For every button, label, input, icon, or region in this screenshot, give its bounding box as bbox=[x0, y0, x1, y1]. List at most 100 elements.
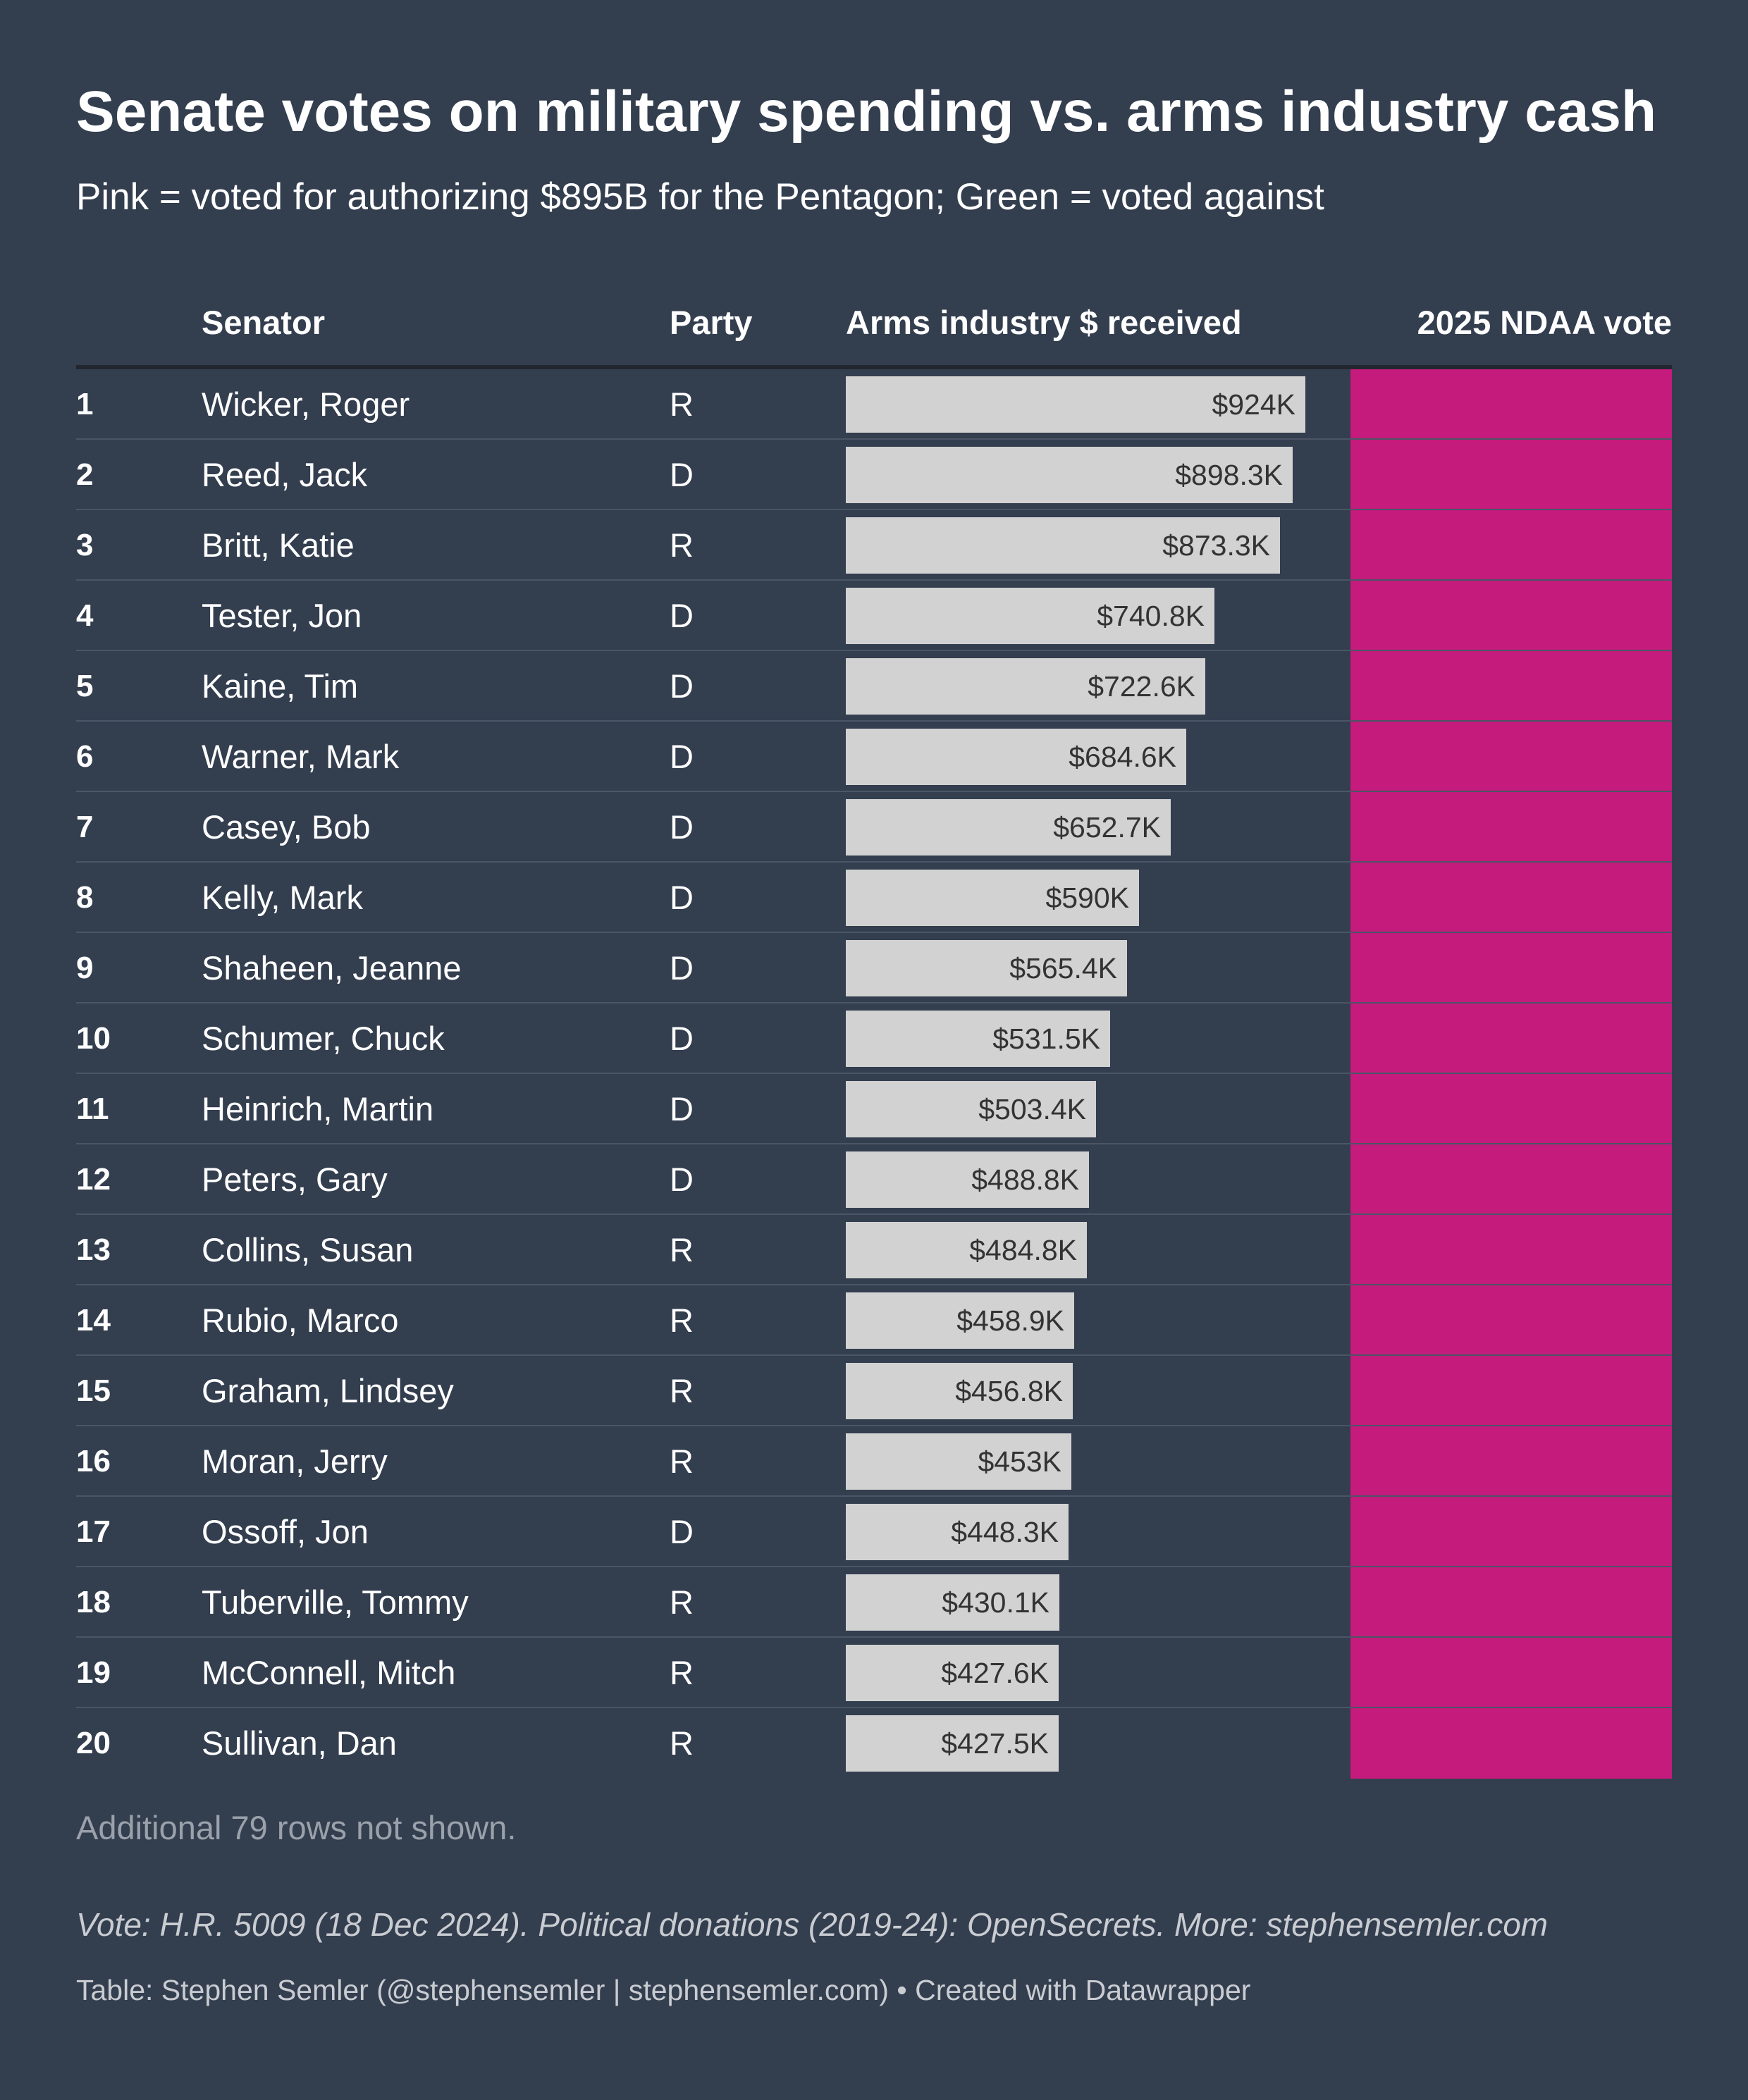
row-divider bbox=[76, 579, 1672, 581]
amount-bar: $484.8K bbox=[846, 1222, 1087, 1278]
ndaa-vote-cell bbox=[1350, 1285, 1672, 1356]
ndaa-vote-cell bbox=[1350, 863, 1672, 933]
row-divider bbox=[76, 650, 1672, 651]
row-rank: 18 bbox=[76, 1585, 111, 1619]
row-divider bbox=[76, 509, 1672, 510]
table-row: 4 Tester, Jon D $740.8K bbox=[76, 581, 1672, 651]
amount-label: $873.3K bbox=[1162, 529, 1270, 562]
ndaa-vote-cell bbox=[1350, 369, 1672, 440]
row-divider bbox=[76, 1002, 1672, 1003]
amount-bar: $427.5K bbox=[846, 1715, 1059, 1772]
senator-party: D bbox=[670, 1513, 694, 1550]
senator-party: R bbox=[670, 1583, 694, 1621]
ndaa-vote-cell bbox=[1350, 1426, 1672, 1497]
ndaa-vote-cell bbox=[1350, 1708, 1672, 1779]
ndaa-vote-cell bbox=[1350, 651, 1672, 722]
amount-bar: $740.8K bbox=[846, 588, 1214, 644]
senator-party: R bbox=[670, 1372, 694, 1409]
amount-bar: $590K bbox=[846, 870, 1139, 926]
table-row: 14 Rubio, Marco R $458.9K bbox=[76, 1285, 1672, 1356]
senator-party: D bbox=[670, 879, 694, 916]
ndaa-vote-cell bbox=[1350, 1074, 1672, 1144]
table-row: 12 Peters, Gary D $488.8K bbox=[76, 1144, 1672, 1215]
row-divider bbox=[76, 1425, 1672, 1426]
hidden-rows-note: Additional 79 rows not shown. bbox=[76, 1809, 517, 1846]
table-row: 3 Britt, Katie R $873.3K bbox=[76, 510, 1672, 581]
row-divider bbox=[76, 720, 1672, 722]
senator-name: Shaheen, Jeanne bbox=[202, 949, 462, 987]
amount-label: $565.4K bbox=[1009, 952, 1117, 984]
ndaa-vote-cell bbox=[1350, 1638, 1672, 1708]
amount-label: $456.8K bbox=[955, 1375, 1063, 1407]
senator-name: Ossoff, Jon bbox=[202, 1513, 369, 1550]
amount-label: $427.5K bbox=[941, 1727, 1049, 1760]
row-rank: 14 bbox=[76, 1303, 111, 1338]
amount-bar: $924K bbox=[846, 376, 1305, 433]
column-header-party[interactable]: Party bbox=[670, 304, 753, 341]
senator-name: Britt, Katie bbox=[202, 526, 355, 564]
amount-bar: $565.4K bbox=[846, 940, 1127, 996]
ndaa-vote-cell bbox=[1350, 1497, 1672, 1567]
column-header-arms-industry-amount[interactable]: Arms industry $ received bbox=[846, 304, 1242, 341]
senator-party: R bbox=[670, 1231, 694, 1268]
amount-bar: $531.5K bbox=[846, 1011, 1110, 1067]
table-row: 10 Schumer, Chuck D $531.5K bbox=[76, 1003, 1672, 1074]
chart-title: Senate votes on military spending vs. ar… bbox=[76, 80, 1657, 144]
senator-name: Heinrich, Martin bbox=[202, 1090, 434, 1128]
row-divider bbox=[76, 1707, 1672, 1708]
row-rank: 4 bbox=[76, 598, 94, 633]
table-row: 11 Heinrich, Martin D $503.4K bbox=[76, 1074, 1672, 1144]
amount-bar: $722.6K bbox=[846, 658, 1205, 715]
senator-party: D bbox=[670, 738, 694, 775]
amount-bar: $503.4K bbox=[846, 1081, 1096, 1137]
senator-name: Casey, Bob bbox=[202, 808, 371, 846]
amount-bar: $488.8K bbox=[846, 1151, 1089, 1208]
row-rank: 1 bbox=[76, 387, 94, 421]
ndaa-vote-cell bbox=[1350, 1003, 1672, 1074]
senator-name: Kelly, Mark bbox=[202, 879, 363, 916]
row-rank: 10 bbox=[76, 1021, 111, 1056]
table-row: 19 McConnell, Mitch R $427.6K bbox=[76, 1638, 1672, 1708]
amount-label: $484.8K bbox=[969, 1234, 1077, 1266]
amount-bar: $448.3K bbox=[846, 1504, 1069, 1560]
row-rank: 3 bbox=[76, 528, 94, 562]
amount-label: $453K bbox=[978, 1445, 1061, 1478]
amount-label: $430.1K bbox=[942, 1586, 1050, 1619]
ndaa-vote-cell bbox=[1350, 722, 1672, 792]
ndaa-vote-cell bbox=[1350, 1567, 1672, 1638]
row-rank: 12 bbox=[76, 1162, 111, 1197]
column-header-senator[interactable]: Senator bbox=[202, 304, 325, 341]
amount-label: $448.3K bbox=[951, 1516, 1059, 1548]
row-divider bbox=[76, 1213, 1672, 1215]
row-rank: 13 bbox=[76, 1233, 111, 1267]
senator-party: R bbox=[670, 1654, 694, 1691]
row-divider bbox=[76, 1143, 1672, 1144]
row-divider bbox=[76, 1354, 1672, 1356]
senator-name: Collins, Susan bbox=[202, 1231, 414, 1268]
table-row: 15 Graham, Lindsey R $456.8K bbox=[76, 1356, 1672, 1426]
row-rank: 9 bbox=[76, 951, 94, 985]
senator-name: Reed, Jack bbox=[202, 456, 368, 493]
ndaa-vote-cell bbox=[1350, 1356, 1672, 1426]
ndaa-vote-cell bbox=[1350, 1215, 1672, 1285]
header-divider bbox=[76, 365, 1672, 369]
senator-party: R bbox=[670, 1724, 694, 1762]
table-body: 1 Wicker, Roger R $924K 2 Reed, Jack D $898.3K 3… bbox=[76, 369, 1672, 1779]
row-divider bbox=[76, 1073, 1672, 1074]
row-rank: 15 bbox=[76, 1373, 111, 1408]
amount-bar: $456.8K bbox=[846, 1363, 1073, 1419]
senator-name: McConnell, Mitch bbox=[202, 1654, 456, 1691]
table-row: 5 Kaine, Tim D $722.6K bbox=[76, 651, 1672, 722]
column-header-ndaa-vote[interactable]: 2025 NDAA vote bbox=[1417, 304, 1672, 341]
row-divider bbox=[76, 1636, 1672, 1638]
amount-bar: $430.1K bbox=[846, 1574, 1059, 1631]
senator-name: Graham, Lindsey bbox=[202, 1372, 454, 1409]
table-row: 18 Tuberville, Tommy R $430.1K bbox=[76, 1567, 1672, 1638]
senator-party: D bbox=[670, 1020, 694, 1057]
senator-party: R bbox=[670, 1443, 694, 1480]
table-row: 8 Kelly, Mark D $590K bbox=[76, 863, 1672, 933]
ndaa-vote-cell bbox=[1350, 581, 1672, 651]
source-note: Vote: H.R. 5009 (18 Dec 2024). Political… bbox=[76, 1906, 1549, 1943]
senator-party: R bbox=[670, 526, 694, 564]
senator-party: D bbox=[670, 1161, 694, 1198]
